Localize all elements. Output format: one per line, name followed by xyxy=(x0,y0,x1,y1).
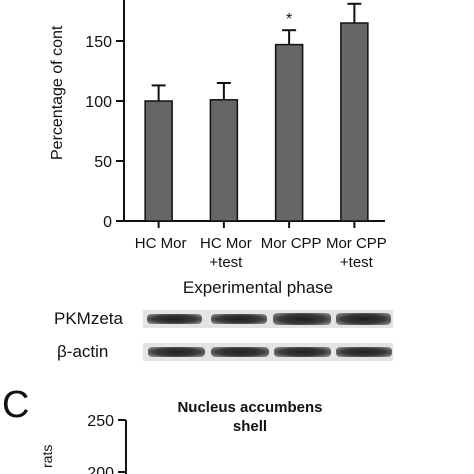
panel-c-tick-label: 250 xyxy=(87,413,114,430)
x-tick-label: +test xyxy=(209,254,243,271)
panel-b-bar-chart: Percentage of cont 0 50 100 150 HC Mor HC Mor… xyxy=(49,0,387,297)
blot-strip-beta-actin xyxy=(143,343,393,361)
x-tick-label: Mor CPP xyxy=(261,235,322,252)
panel-c-label: C xyxy=(2,384,30,426)
x-tick-label: HC Mor xyxy=(200,235,252,252)
significance-marker: * xyxy=(286,11,292,28)
chart-bars xyxy=(144,2,369,222)
bar xyxy=(340,22,369,222)
y-tick-label: 50 xyxy=(94,154,112,171)
blot-band xyxy=(211,347,269,357)
y-tick-label: 150 xyxy=(85,34,112,51)
panel-c-tick-label: 200 xyxy=(87,465,114,474)
blot-strip-pkmzeta xyxy=(143,310,393,328)
panel-c-title: Nucleus accumbens shell xyxy=(150,398,350,436)
blot-band xyxy=(274,347,331,357)
panel-c-title-line-1: Nucleus accumbens xyxy=(177,399,323,416)
blot-band xyxy=(336,347,392,357)
x-axis-label: Experimental phase xyxy=(183,278,333,297)
chart-tick-labels: 0 50 100 150 HC Mor HC Mor +test * Mor CPP Mor CP… xyxy=(85,11,387,271)
y-axis-label: Percentage of cont xyxy=(49,25,66,160)
panel-c-title-line-2: shell xyxy=(232,418,268,435)
blot-band xyxy=(211,314,267,324)
bar xyxy=(274,43,304,222)
x-tick-label: HC Mor xyxy=(135,235,187,252)
blot-label-pkmzeta: PKMzeta xyxy=(54,309,123,328)
panel-c-chart: 250 200 rats xyxy=(39,413,127,474)
blot-label-beta-actin: β-actin xyxy=(57,342,109,361)
bar xyxy=(209,99,239,222)
y-tick-label: 100 xyxy=(85,94,112,111)
blot-band xyxy=(147,314,202,324)
panel-c-y-axis-label: rats xyxy=(39,445,55,468)
blot-band xyxy=(148,347,205,357)
x-tick-label: Mor CPP xyxy=(326,235,387,252)
blot-band xyxy=(336,313,391,325)
bar xyxy=(144,100,173,222)
x-tick-label: +test xyxy=(340,254,374,271)
y-tick-label: 0 xyxy=(103,214,112,231)
blot-band xyxy=(273,313,331,325)
